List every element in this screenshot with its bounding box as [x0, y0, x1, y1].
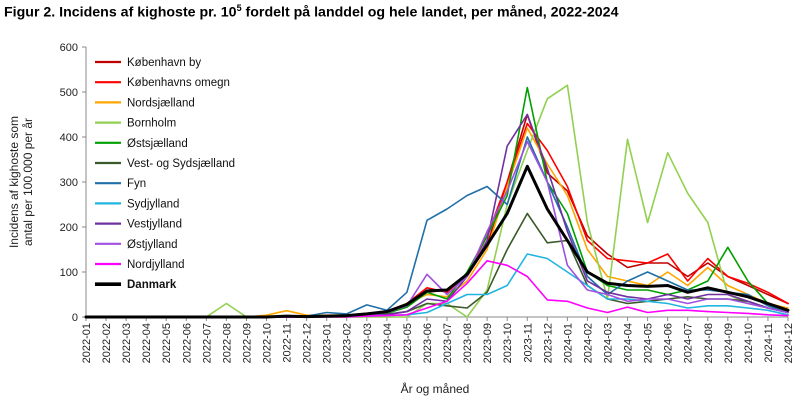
x-tick-label: 2024-05 — [643, 323, 655, 363]
legend-label: Vestjylland — [127, 219, 182, 231]
x-tick-label: 2023-06 — [422, 323, 434, 363]
legend-label: Nordsjælland — [127, 97, 195, 109]
x-tick-label: 2024-08 — [703, 323, 715, 363]
legend-label: Københavns omegn — [127, 77, 230, 89]
y-tick-label: 0 — [72, 312, 78, 324]
x-tick-label: 2024-01 — [562, 323, 574, 363]
x-tick-label: 2023-10 — [502, 323, 514, 363]
x-tick-label: 2024-04 — [623, 323, 635, 363]
x-tick-label: 2022-08 — [221, 323, 233, 363]
x-axis-title: År og måned — [401, 381, 470, 396]
y-tick-label: 300 — [60, 177, 78, 189]
x-tick-label: 2023-08 — [462, 323, 474, 363]
x-tick-label: 2023-07 — [442, 323, 454, 363]
series-line-11 — [84, 164, 790, 319]
x-tick-label: 2024-10 — [743, 323, 755, 363]
x-tick-label: 2022-06 — [181, 323, 193, 363]
legend-label: Østjylland — [127, 239, 178, 251]
legend-label: Vest- og Sydsjælland — [127, 158, 235, 170]
x-tick-label: 2024-03 — [602, 323, 614, 363]
chart-title: Figur 2. Incidens af kighoste pr. 105 fo… — [4, 3, 618, 21]
x-tick-label: 2023-12 — [542, 323, 554, 363]
x-tick-label: 2023-03 — [362, 323, 374, 363]
x-tick-label: 2022-01 — [81, 323, 93, 363]
x-tick-label: 2024-06 — [663, 323, 675, 363]
chart-title-suffix: fordelt på landdel og hele landet, per m… — [241, 4, 619, 21]
x-tick-labels: 2022-01 2022-02 2022-03 2022-04 2022-05 2022-… — [81, 323, 795, 363]
legend-label: Fyn — [127, 178, 146, 190]
x-tick-label: 2022-07 — [201, 323, 213, 363]
x-tick-label: 2023-01 — [322, 323, 334, 363]
x-tick-label: 2024-02 — [582, 323, 594, 363]
x-tick-label: 2024-09 — [723, 323, 735, 363]
legend-label: Østsjælland — [127, 138, 188, 150]
legend-label: København by — [127, 57, 201, 69]
y-tick-label: 200 — [60, 222, 78, 234]
x-tick-label: 2022-09 — [241, 323, 253, 363]
y-tick-labels: 0 100 200 300 400 500 600 — [60, 42, 78, 324]
x-tick-label: 2023-11 — [522, 323, 534, 363]
y-tick-label: 100 — [60, 267, 78, 279]
chart-title-prefix: Figur 2. Incidens af kighoste pr. 10 — [4, 4, 237, 21]
series-line-0 — [85, 113, 789, 318]
series-line-8 — [85, 113, 789, 318]
legend-label: Danmark — [127, 279, 177, 291]
y-tick-label: 500 — [60, 87, 78, 99]
legend: København by Københavns omegn Nordsjælland… — [95, 57, 235, 291]
x-tick-label: 2022-11 — [282, 323, 294, 363]
legend-label: Nordjylland — [127, 259, 185, 271]
x-tick-label: 2023-02 — [342, 323, 354, 363]
x-tick-label: 2024-07 — [683, 323, 695, 363]
x-tick-label: 2022-12 — [302, 323, 314, 363]
x-tick-label: 2022-10 — [262, 323, 274, 363]
x-tick-label: 2022-02 — [101, 323, 113, 363]
series-line-5 — [85, 212, 789, 318]
x-tick-label: 2023-04 — [382, 323, 394, 363]
x-tick-label: 2022-05 — [161, 323, 173, 363]
legend-label: Sydjylland — [127, 198, 179, 210]
chart-title-superscript: 5 — [236, 3, 242, 13]
y-tick-label: 600 — [60, 42, 78, 54]
x-tick-label: 2024-11 — [763, 323, 775, 363]
x-tick-label: 2022-04 — [141, 323, 153, 363]
y-axis-title-line-2: antal per 100.000 per år — [21, 118, 35, 246]
x-tick-label: 2022-03 — [121, 323, 133, 363]
y-tick-label: 400 — [60, 132, 78, 144]
x-tick-label: 2024-12 — [783, 323, 795, 363]
x-tick-label: 2023-05 — [402, 323, 414, 363]
series-line-2 — [85, 127, 789, 318]
x-tick-label: 2023-09 — [482, 323, 494, 363]
legend-label: Bornholm — [127, 118, 176, 130]
series-lines — [84, 84, 790, 319]
y-axis-title-line-1: Incidens af kighoste som — [7, 116, 21, 248]
